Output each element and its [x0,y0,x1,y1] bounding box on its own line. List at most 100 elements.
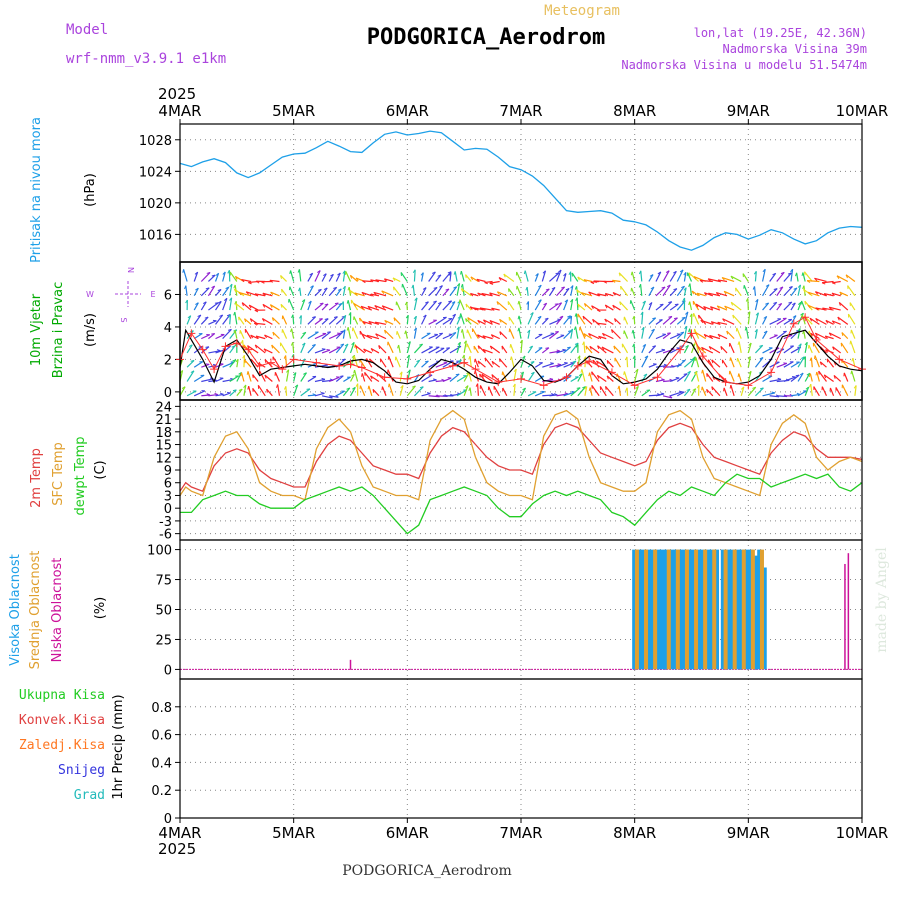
wind-arrow [839,291,849,297]
wind-arrow [747,356,751,368]
wind-arrow [691,290,699,297]
wind-arrow-head [799,372,804,376]
wind-arrow [754,312,760,325]
bottom-date-label: 10MAR [836,824,889,842]
wind-arrow [264,334,273,340]
wind-arrow-head [578,373,583,377]
wind-arrow [710,306,721,311]
wind-arrow [662,348,675,354]
wind-gust-marker [767,368,776,377]
wind-arrow [247,371,252,382]
wind-arrow [406,315,409,325]
wind-arrow [819,346,827,354]
wind-arrow-head [638,270,642,275]
wind-arrow [399,371,403,382]
wind-arrow [527,329,531,339]
wind-arrow [804,386,810,397]
wind-arrow [520,355,526,368]
wind-arrow [277,384,281,396]
wind-arrow [662,315,673,325]
wind-arrow-head [346,300,349,304]
wind-arrow [270,291,280,297]
wind-arrow [307,300,312,311]
wind-arrow-head [283,355,287,359]
wind-arrow [722,318,735,325]
wind-arrow-head [362,321,366,325]
wind-arrow-head [353,369,356,374]
wind-arrow-head [422,287,427,290]
wind-arrow [449,301,456,311]
wind-arrow [823,374,834,382]
wind-arrow-head [602,333,605,337]
wind-arrow [701,386,707,397]
wind-arrow [413,269,416,282]
wind-arrow [783,376,796,383]
wind-arrow [201,334,211,340]
wind-arrow-head [561,286,565,289]
wind-arrow [347,300,352,311]
wind-arrow-head [709,306,714,310]
wind-arrow-head [606,375,609,380]
wind-arrow-head [831,282,836,285]
wind-arrow [456,283,461,296]
wind-arrow-head [661,286,666,289]
temp-ylabel-2m: 2m Temp [29,448,44,508]
wind-arrow [421,392,431,397]
wind-arrow [555,269,562,282]
wind-arrow [797,328,801,339]
wind-arrow [527,371,535,382]
wind-arrow [534,273,539,282]
wind-arrow-head [460,284,463,288]
wind-arrow-head [513,368,517,373]
wind-arrow [328,302,339,311]
wind-arrow-head [367,306,371,310]
wind-arrow-head [582,341,585,346]
wind-arrow [591,385,600,397]
pressure-panel: 1016 1020 1024 1028 [139,124,863,262]
wind-arrow [413,327,417,339]
wind-arrow [336,390,345,397]
wind-arrow-head [665,270,670,273]
wind-arrow-head [370,293,374,297]
wind-arrow-head [773,288,778,290]
wind-arrow-head [412,385,416,388]
wind-arrow [379,358,387,368]
wind-arrow [366,334,380,340]
wind-arrow [708,292,721,297]
wind-arrow-head [517,315,520,320]
ytick-label: 0 [164,812,172,827]
wind-arrow [563,375,572,382]
wind-arrow-head [484,282,488,285]
wind-arrow-head [691,290,695,295]
wind-gust-marker [607,368,616,377]
wind-arrow-head [851,357,854,362]
wind-arrow [769,272,777,282]
wind-arrow [662,301,673,311]
wind-arrow-head [520,371,524,375]
wind-arrow-head [565,287,570,291]
wind-arrow-head [708,346,712,350]
wind-arrow [236,388,243,397]
wind-arrow-head [335,394,339,398]
wind-arrow-head [831,320,835,324]
wind-arrow-head [703,306,707,310]
wind-arrow [388,356,394,368]
wind-arrow [244,318,252,325]
wind-arrow [250,334,259,340]
wind-arrow [641,311,644,325]
wind-arrow [814,355,820,368]
wind-arrow [706,388,714,397]
wind-arrow-head [696,384,700,389]
wind-arrow-head [688,301,691,306]
wind-arrow-head [320,392,325,394]
wind-arrow-head [527,329,531,334]
wind-arrow-head [684,325,688,330]
wind-arrow [850,340,856,354]
wind-speed-line [179,328,863,385]
wind-arrow-head [462,354,465,359]
wind-arrow [790,287,798,297]
wind-arrow [534,299,542,311]
wind-arrow-head [361,373,363,377]
wind-arrow [193,302,199,311]
wind-arrow [556,334,565,340]
